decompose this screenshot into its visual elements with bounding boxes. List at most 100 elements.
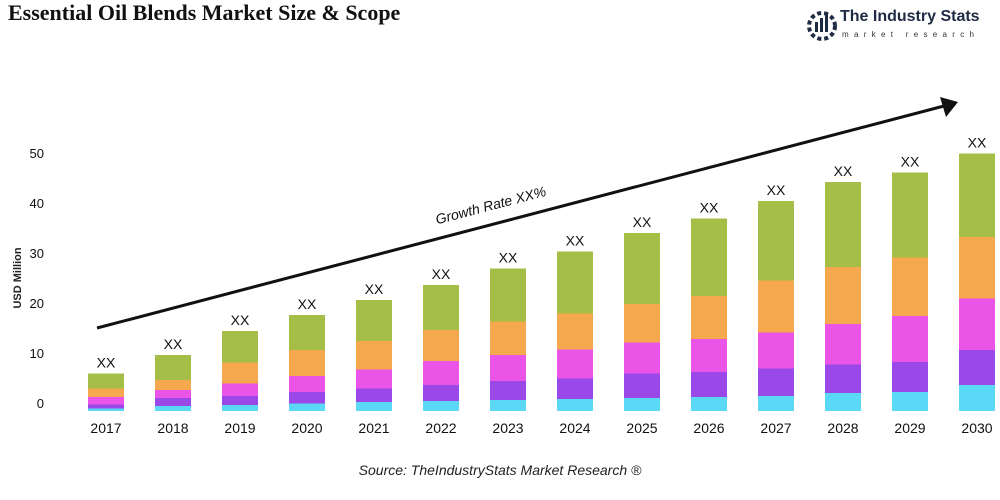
data-label: XX [97, 355, 116, 371]
data-label: XX [700, 200, 719, 216]
bar-segment [289, 403, 325, 411]
bar-segment [825, 324, 861, 365]
bar-segment [892, 257, 928, 316]
bar-segment [155, 355, 191, 380]
bar-segment [356, 300, 392, 341]
bar-segment [892, 316, 928, 362]
bar-segment [758, 280, 794, 333]
bar-segment [892, 392, 928, 411]
bar-segment [490, 400, 526, 411]
bar-segment [423, 361, 459, 385]
data-label: XX [365, 281, 384, 297]
bar-segment [624, 342, 660, 374]
bar-segment [490, 381, 526, 400]
bar-segment [88, 388, 124, 397]
bar-segment [88, 373, 124, 389]
bar-segment [222, 362, 258, 384]
bar-segment [758, 332, 794, 369]
bar-segment [557, 349, 593, 379]
bar-segment [825, 182, 861, 267]
bar-segment [155, 406, 191, 411]
brand-logo: The Industry Stats market research [806, 6, 996, 46]
bar-segment [825, 393, 861, 411]
x-tick-label: 2021 [358, 420, 389, 436]
y-axis-label: USD Million [12, 247, 24, 308]
bar-segment [222, 331, 258, 363]
bar-segment [959, 385, 995, 411]
bar-segment [758, 201, 794, 281]
x-tick-label: 2019 [224, 420, 255, 436]
x-tick-label: 2029 [894, 420, 925, 436]
y-tick-label: 0 [37, 396, 44, 411]
growth-rate-annotation: Growth Rate XX% [434, 183, 548, 227]
bar-segment [155, 380, 191, 390]
bar-segment [825, 267, 861, 324]
x-tick-label: 2025 [626, 420, 657, 436]
bar-segment [423, 285, 459, 330]
y-tick-label: 20 [30, 296, 44, 311]
logo-name: The Industry Stats [840, 8, 980, 25]
data-label: XX [633, 214, 652, 230]
y-tick-label: 10 [30, 346, 44, 361]
x-tick-label: 2028 [827, 420, 858, 436]
data-label: XX [164, 336, 183, 352]
y-tick-label: 40 [30, 196, 44, 211]
data-label: XX [901, 154, 920, 170]
growth-arrow [96, 97, 958, 330]
bar-segment [356, 388, 392, 402]
bar-segment [557, 251, 593, 314]
bar-segment [356, 402, 392, 411]
bar-segment [624, 233, 660, 304]
source-note: Source: TheIndustryStats Market Research… [358, 462, 642, 478]
bar-segment [892, 362, 928, 392]
bar-segment [892, 172, 928, 258]
x-tick-label: 2027 [760, 420, 791, 436]
x-tick-label: 2026 [693, 420, 724, 436]
bar-segment [490, 268, 526, 322]
bar-segment [691, 397, 727, 411]
data-label: XX [834, 163, 853, 179]
bar-segment [691, 372, 727, 397]
bar-segment [222, 396, 258, 405]
factory-gear-icon [807, 11, 837, 41]
bar-segment [356, 341, 392, 370]
x-tick-label: 2030 [961, 420, 992, 436]
bar-segment [155, 390, 191, 398]
bar-segment [490, 355, 526, 381]
bar-segment [423, 385, 459, 401]
bar-segment [557, 313, 593, 350]
bar-segment [959, 298, 995, 350]
bar-segment [624, 304, 660, 343]
bar-segment [289, 350, 325, 376]
data-label: XX [566, 233, 585, 249]
bar-segment [691, 339, 727, 372]
bar-segment [289, 392, 325, 404]
bar-segment [423, 330, 459, 361]
bar-segment [758, 396, 794, 411]
data-label: XX [767, 182, 786, 198]
x-tick-label: 2020 [291, 420, 322, 436]
data-label: XX [499, 250, 518, 266]
x-tick-label: 2024 [559, 420, 590, 436]
data-label: XX [432, 266, 451, 282]
bar-segment [88, 404, 124, 409]
x-tick-label: 2022 [425, 420, 456, 436]
y-tick-label: 50 [30, 146, 44, 161]
bar-segment [155, 398, 191, 406]
bar-segment [758, 368, 794, 396]
logo-tagline: market research [842, 30, 980, 39]
bar-segment [490, 321, 526, 355]
bar-segment [959, 237, 995, 299]
bar-segment [624, 373, 660, 398]
bar-segment [825, 364, 861, 393]
bar-segment [222, 405, 258, 411]
bar-segment [356, 369, 392, 389]
bar-segment [557, 378, 593, 399]
x-tick-label: 2023 [492, 420, 523, 436]
data-label: XX [968, 135, 987, 151]
page-title: Essential Oil Blends Market Size & Scope [8, 0, 401, 25]
bar-segment [289, 376, 325, 392]
data-label: XX [298, 296, 317, 312]
bar-segment [959, 153, 995, 237]
